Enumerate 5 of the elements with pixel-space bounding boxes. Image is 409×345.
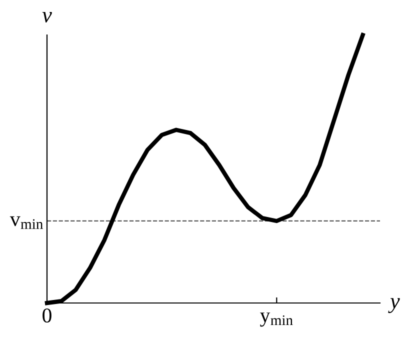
x-tick-label: 0	[42, 308, 52, 323]
ref-line-label: v$_{min}$	[10, 216, 43, 229]
x-tick-label: y$_{min}$	[260, 312, 293, 327]
y-axis-title: v	[42, 12, 52, 22]
x-axis-title: y	[388, 298, 400, 314]
